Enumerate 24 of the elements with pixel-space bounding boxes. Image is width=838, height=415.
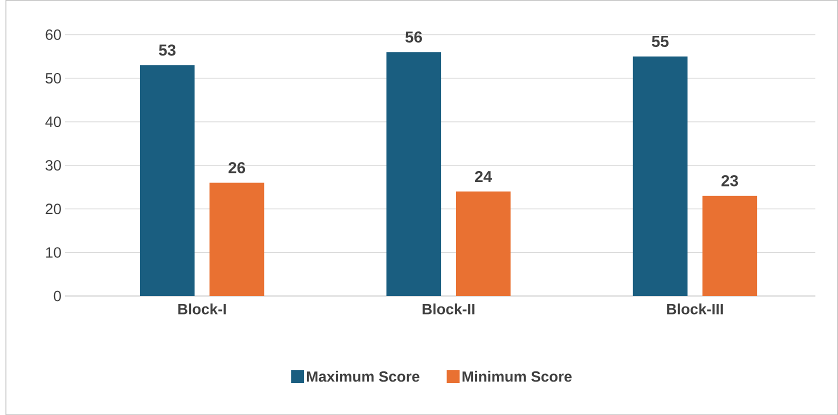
x-tick-label: Block-I [178,303,226,314]
data-label: 53 [158,44,176,56]
y-tick-label: 0 [54,290,61,302]
y-tick-label: 50 [46,72,61,84]
x-tick-label: Block-III [667,303,723,314]
data-label: 56 [405,31,422,43]
data-label: 26 [228,162,246,174]
legend-label: Maximum Score [307,370,420,382]
bar [632,56,688,296]
bar [210,182,264,296]
y-tick-label: 10 [46,247,61,258]
legend-label: Minimum Score [462,370,572,382]
y-tick-label: 60 [46,29,61,40]
data-label: 23 [722,175,738,186]
y-tick-label: 40 [45,116,61,127]
bar [456,191,511,296]
y-tick-label: 30 [46,160,61,171]
bar [140,65,195,296]
y-tick-label: 20 [46,204,61,214]
data-label: 55 [652,36,669,47]
bar [386,52,442,296]
data-label: 24 [475,170,492,182]
bar [702,196,758,296]
x-tick-label: Block-II [422,303,474,314]
